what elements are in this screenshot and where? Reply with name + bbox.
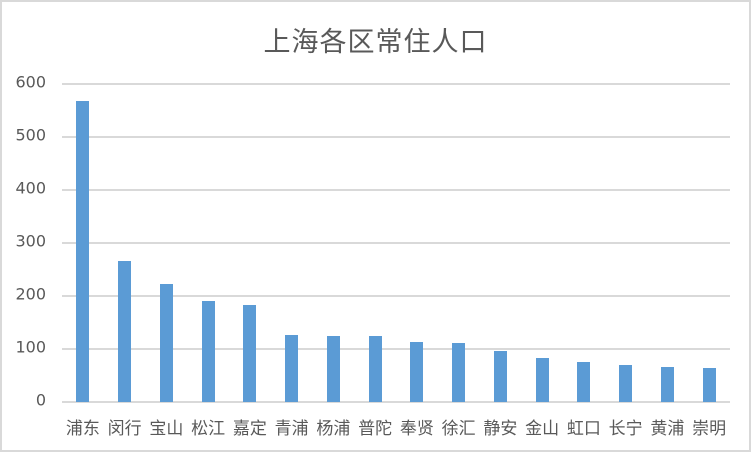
gridline (62, 401, 730, 403)
y-tick-label: 100 (15, 337, 46, 357)
gridline (62, 83, 730, 85)
x-tick-label: 青浦 (274, 419, 309, 439)
bar[interactable] (326, 335, 340, 402)
x-tick-label: 杨浦 (316, 419, 351, 439)
x-tick-label: 普陀 (358, 419, 393, 439)
bar[interactable] (577, 362, 591, 402)
x-tick-label: 宝山 (149, 419, 184, 439)
chart-title: 上海各区常住人口 (263, 27, 488, 58)
gridline (62, 136, 730, 138)
bar[interactable] (619, 365, 633, 402)
bar[interactable] (159, 283, 173, 402)
x-tick-label: 崇明 (692, 419, 727, 439)
gridline (62, 189, 730, 191)
bar[interactable] (660, 367, 674, 402)
gridline (62, 295, 730, 297)
x-tick-label: 静安 (483, 419, 518, 439)
bar[interactable] (452, 343, 466, 402)
x-tick-label: 黄浦 (650, 419, 685, 439)
bar[interactable] (368, 335, 382, 402)
bar[interactable] (493, 351, 507, 402)
bar[interactable] (201, 301, 215, 402)
x-tick-label: 徐汇 (441, 419, 476, 439)
x-tick-label: 奉贤 (399, 419, 434, 439)
gridline (62, 348, 730, 350)
bar[interactable] (285, 334, 299, 402)
y-tick-label: 400 (15, 178, 46, 198)
x-tick-label: 闵行 (107, 419, 142, 439)
y-tick-label: 300 (15, 231, 46, 251)
x-tick-label: 虹口 (566, 419, 601, 439)
y-tick-label: 600 (15, 72, 46, 92)
x-tick-label: 嘉定 (232, 419, 267, 439)
x-tick-label: 长宁 (608, 419, 643, 439)
bar[interactable] (243, 305, 257, 402)
bar[interactable] (702, 368, 716, 402)
x-tick-label: 松江 (191, 419, 226, 439)
x-tick-label: 金山 (525, 419, 560, 439)
plot-area (62, 83, 730, 403)
x-tick-label: 浦东 (65, 419, 100, 439)
bar[interactable] (118, 261, 132, 402)
gridline (62, 242, 730, 244)
bar[interactable] (410, 342, 424, 402)
y-tick-label: 200 (15, 284, 46, 304)
bar[interactable] (76, 100, 90, 402)
bar[interactable] (535, 358, 549, 402)
y-tick-label: 500 (15, 125, 46, 145)
y-tick-label: 0 (35, 390, 46, 410)
